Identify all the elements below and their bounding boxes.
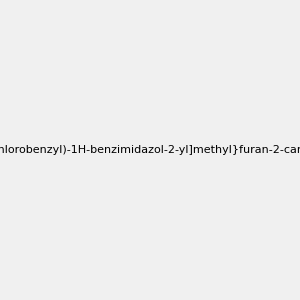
Text: N-{[1-(4-chlorobenzyl)-1H-benzimidazol-2-yl]methyl}furan-2-carboxamide: N-{[1-(4-chlorobenzyl)-1H-benzimidazol-2… [0, 145, 300, 155]
